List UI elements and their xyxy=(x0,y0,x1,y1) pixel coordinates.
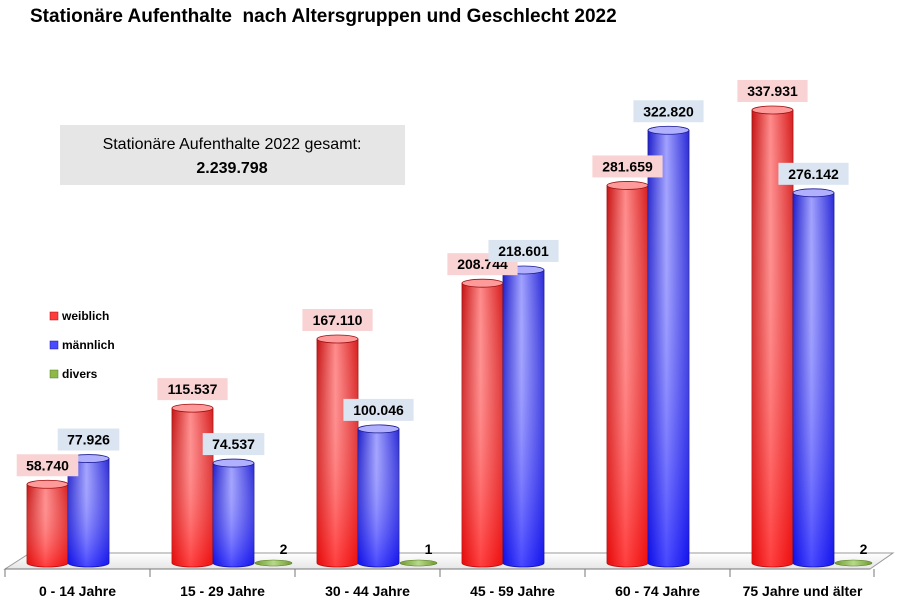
data-label-divers: 2 xyxy=(280,541,288,557)
bar-shade xyxy=(648,130,689,567)
bar-weiblich xyxy=(606,181,649,568)
total-annotation-text: Stationäre Aufenthalte 2022 gesamt: xyxy=(103,136,362,153)
data-label-box xyxy=(633,100,704,123)
x-tick-label: 0 - 14 Jahre xyxy=(39,583,116,599)
data-label-divers: 1 xyxy=(425,541,433,557)
x-tick-label: 45 - 59 Jahre xyxy=(470,583,555,599)
data-label-männlich: 276.142 xyxy=(788,166,839,182)
bar-shade xyxy=(607,185,648,567)
bar-shade xyxy=(213,463,254,567)
bar-shade xyxy=(27,484,68,567)
bar-männlich xyxy=(67,454,110,568)
total-annotation-box xyxy=(60,125,405,185)
legend-label: divers xyxy=(62,367,98,381)
legend-swatch xyxy=(49,369,59,379)
legend-label: weiblich xyxy=(61,309,109,323)
bar-weiblich xyxy=(171,403,214,568)
data-label-männlich: 218.601 xyxy=(498,243,549,259)
bar-top xyxy=(461,278,504,288)
bar-shade xyxy=(462,283,503,567)
bar-weiblich xyxy=(26,479,69,568)
bar-weiblich xyxy=(751,105,794,568)
bar-shade xyxy=(358,428,399,567)
bar-top xyxy=(606,181,649,190)
bar-top xyxy=(792,188,835,198)
data-label-box xyxy=(202,433,265,456)
legend-item-divers: divers xyxy=(49,367,98,381)
data-label-weiblich: 115.537 xyxy=(168,381,218,397)
chart-title: Stationäre Aufenthalte nach Altersgruppe… xyxy=(30,6,617,27)
data-label-box xyxy=(592,155,663,178)
data-label-box xyxy=(302,308,373,331)
data-label-box xyxy=(488,239,559,262)
data-label-divers: 2 xyxy=(860,541,868,557)
bar-top xyxy=(751,105,794,115)
data-label-männlich: 322.820 xyxy=(643,103,694,119)
data-label-box xyxy=(16,454,79,477)
legend-label: männlich xyxy=(62,338,115,352)
legend: weiblich männlich divers xyxy=(49,309,115,381)
data-label-weiblich: 167.110 xyxy=(313,312,363,328)
bar-shade xyxy=(172,408,213,567)
data-label-weiblich: 58.740 xyxy=(26,457,69,473)
bar-shade xyxy=(317,338,358,567)
x-tick-label: 75 Jahre und älter xyxy=(743,583,863,599)
bar-shade xyxy=(793,192,834,567)
legend-item-männlich: männlich xyxy=(49,338,115,352)
data-label-männlich: 74.537 xyxy=(212,436,255,452)
bar-weiblich xyxy=(316,334,359,568)
data-label-weiblich: 337.931 xyxy=(747,83,798,99)
legend-swatch xyxy=(49,340,59,350)
x-tick-label: 60 - 74 Jahre xyxy=(615,583,700,599)
data-label-box xyxy=(157,378,228,401)
bar-top xyxy=(647,125,690,135)
bar-männlich xyxy=(647,125,690,568)
x-tick-label: 30 - 44 Jahre xyxy=(325,583,410,599)
bar-top xyxy=(171,403,214,413)
x-tick-labels: 0 - 14 Jahre 15 - 29 Jahre 30 - 44 Jahre 45… xyxy=(39,583,863,599)
bar-männlich xyxy=(357,424,400,568)
data-label-männlich: 77.926 xyxy=(67,432,110,448)
data-label-männlich: 100.046 xyxy=(353,402,404,418)
bar-shade xyxy=(752,110,793,567)
bar-top xyxy=(212,458,255,468)
bar-shade xyxy=(68,458,109,567)
total-annotation: Stationäre Aufenthalte 2022 gesamt: 2.23… xyxy=(60,125,405,185)
bar-divers xyxy=(254,559,293,567)
data-label-box xyxy=(737,80,808,102)
x-tick-label: 15 - 29 Jahre xyxy=(180,583,265,599)
bar-divers xyxy=(834,559,873,567)
bar-männlich xyxy=(502,265,545,568)
bar-top xyxy=(26,479,69,489)
bar-top xyxy=(316,334,359,344)
legend-swatch xyxy=(49,311,59,321)
bar-top xyxy=(357,424,400,434)
bar-shade xyxy=(503,269,544,567)
category-dividers xyxy=(4,569,875,577)
data-label-box xyxy=(57,428,120,451)
bar-männlich xyxy=(212,458,255,568)
bar-weiblich xyxy=(461,278,504,568)
data-label-box xyxy=(778,162,849,185)
data-label-box xyxy=(343,398,414,421)
bar-männlich xyxy=(792,188,835,568)
total-annotation-value: 2.239.798 xyxy=(196,160,267,177)
data-label-weiblich: 281.659 xyxy=(602,158,653,174)
data-labels: 58.740115.537167.110208.744281.659337.93… xyxy=(16,80,868,557)
bar-divers xyxy=(399,559,438,567)
legend-item-weiblich: weiblich xyxy=(49,309,109,323)
